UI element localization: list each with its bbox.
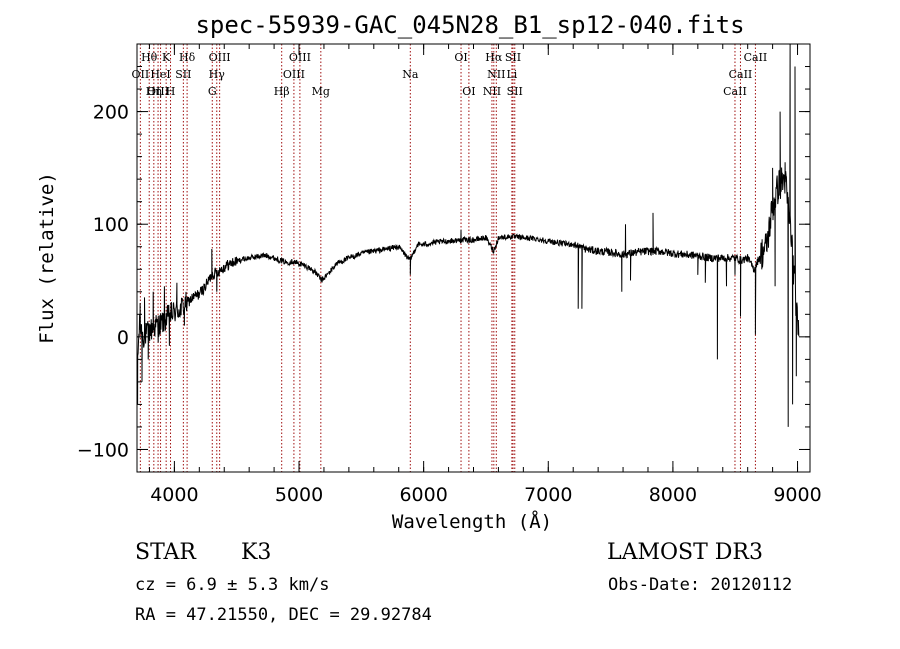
flux-series <box>136 43 800 427</box>
x-tick-label: 7000 <box>524 484 572 506</box>
x-tick-label: 5000 <box>275 484 323 506</box>
spectral-line-label: NII <box>487 68 505 81</box>
flux-line <box>136 43 800 427</box>
spectral-line-label: Na <box>402 68 419 81</box>
spectral-line-label: CaII <box>744 51 768 64</box>
spectral-line-label: G <box>208 85 217 98</box>
spectral-line-label: Hδ <box>179 51 196 64</box>
object-class: STAR <box>135 540 197 565</box>
spectral-line-label: NII <box>483 85 501 98</box>
spectral-line-label: Hβ <box>274 85 290 98</box>
spectral-line-label: SII <box>507 85 523 98</box>
spectral-line-label: OI <box>462 85 475 98</box>
plot-frame <box>136 43 811 473</box>
spectral-line-label: OI <box>454 51 467 64</box>
spectral-line-label: OII <box>132 68 150 81</box>
spectral-line-label: CaII <box>723 85 747 98</box>
spectral-line-label: OIII <box>289 51 311 64</box>
spectral-line-label: Li <box>506 68 517 81</box>
obs-date: Obs-Date: 20120112 <box>608 575 792 595</box>
x-axis-ticks: 4000 5000 6000 7000 8000 9000 <box>148 44 822 506</box>
x-tick-label: 4000 <box>150 484 198 506</box>
y-axis-label: Flux (relative) <box>36 172 58 344</box>
spectral-line-label: HeI <box>150 68 170 81</box>
x-axis-label: Wavelength (Å) <box>392 510 552 533</box>
spectral-line-label: H <box>166 85 176 98</box>
x-tick-label: 9000 <box>773 484 821 506</box>
spectral-line-label: OIII <box>209 51 231 64</box>
y-axis-ticks: −100 0 100 200 <box>77 43 810 473</box>
y-tick-label: −100 <box>77 439 129 461</box>
spectral-line-markers <box>139 44 756 472</box>
spectral-line-label: Hγ <box>209 68 226 81</box>
spectral-line-label: SII <box>175 68 191 81</box>
y-tick-label: 0 <box>117 327 129 349</box>
spectral-line-label: Hα <box>485 51 503 64</box>
redshift-readout: cz = 6.9 ± 5.3 km/s <box>135 575 329 595</box>
spectral-line-label: OIII <box>147 85 169 98</box>
ra-dec-readout: RA = 47.21550, DEC = 29.92784 <box>135 605 432 625</box>
object-subclass: K3 <box>241 540 271 565</box>
spectral-line-label: OIII <box>283 68 305 81</box>
y-tick-label: 100 <box>93 214 129 236</box>
spectral-line-label: Hη <box>146 85 162 98</box>
spectral-line-label: Mg <box>312 85 330 98</box>
x-tick-label: 6000 <box>399 484 447 506</box>
survey-name: LAMOST DR3 <box>607 540 763 565</box>
spectral-line-label: Hθ <box>141 51 158 64</box>
x-tick-label: 8000 <box>649 484 697 506</box>
chart-title: spec-55939-GAC_045N28_B1_sp12-040.fits <box>195 11 744 39</box>
spectral-line-label: CaII <box>729 68 753 81</box>
spectral-line-label: K <box>162 51 171 64</box>
spectral-line-label: SII <box>505 51 521 64</box>
y-tick-label: 200 <box>93 102 129 124</box>
